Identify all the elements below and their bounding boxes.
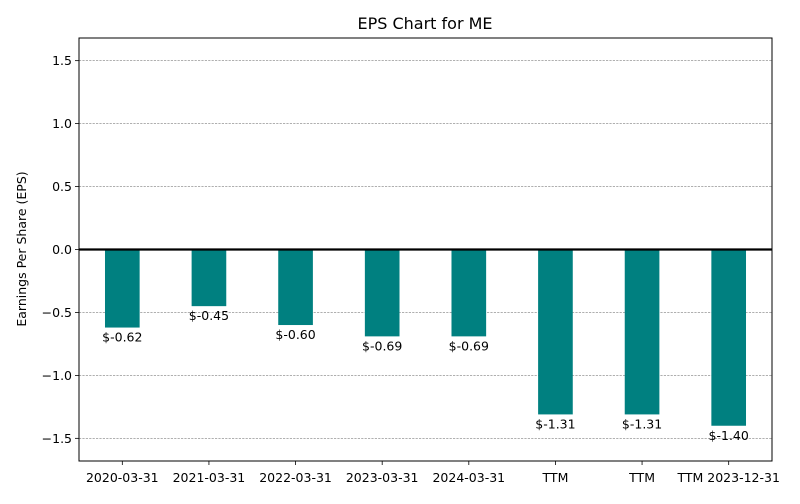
chart-title: EPS Chart for ME (357, 14, 492, 33)
bar-value-label: $-1.31 (535, 416, 575, 431)
bar (538, 249, 573, 415)
y-axis-ticks: −1.5 −1.0 −0.5 0.0 0.5 1.0 1.5 (42, 53, 79, 446)
y-tick-label: 1.0 (52, 116, 72, 131)
bar-value-label: $-1.31 (622, 416, 662, 431)
x-tick-label: 2023-03-31 (346, 470, 419, 485)
bar-value-label: $-0.60 (275, 327, 315, 342)
bars (104, 249, 747, 426)
bar (278, 249, 313, 326)
bar (711, 249, 747, 426)
x-tick-label: TTM (628, 470, 655, 485)
y-axis-label: Earnings Per Share (EPS) (14, 171, 29, 326)
bar (191, 249, 227, 307)
y-tick-label: 1.5 (52, 53, 72, 68)
x-axis-ticks: 2020-03-31 2021-03-31 2022-03-31 2023-03-31… (86, 461, 780, 485)
bar (624, 249, 660, 415)
bar (364, 249, 400, 337)
bar-value-label: $-0.69 (362, 338, 402, 353)
bar-value-label: $-0.62 (102, 330, 142, 345)
data-labels: $-0.62 $-0.45 $-0.60 $-0.69 $-0.69 $-1.31 $-1.… (102, 308, 749, 443)
bar-value-label: $-0.69 (449, 338, 489, 353)
y-tick-label: −1.5 (42, 431, 72, 446)
y-tick-label: 0.5 (52, 179, 72, 194)
bar-value-label: $-0.45 (189, 308, 229, 323)
y-tick-label: 0.0 (52, 242, 72, 257)
x-tick-label: 2020-03-31 (86, 470, 159, 485)
x-tick-label: TTM 2023-12-31 (676, 470, 779, 485)
bar (451, 249, 487, 337)
bar-value-label: $-1.40 (709, 428, 749, 443)
bar (104, 249, 140, 328)
y-tick-label: −0.5 (42, 305, 72, 320)
plot-frame (78, 37, 773, 462)
y-tick-label: −1.0 (42, 368, 72, 383)
x-tick-label: 2024-03-31 (432, 470, 505, 485)
x-tick-label: 2022-03-31 (259, 470, 332, 485)
x-tick-label: 2021-03-31 (173, 470, 246, 485)
x-tick-label: TTM (542, 470, 569, 485)
